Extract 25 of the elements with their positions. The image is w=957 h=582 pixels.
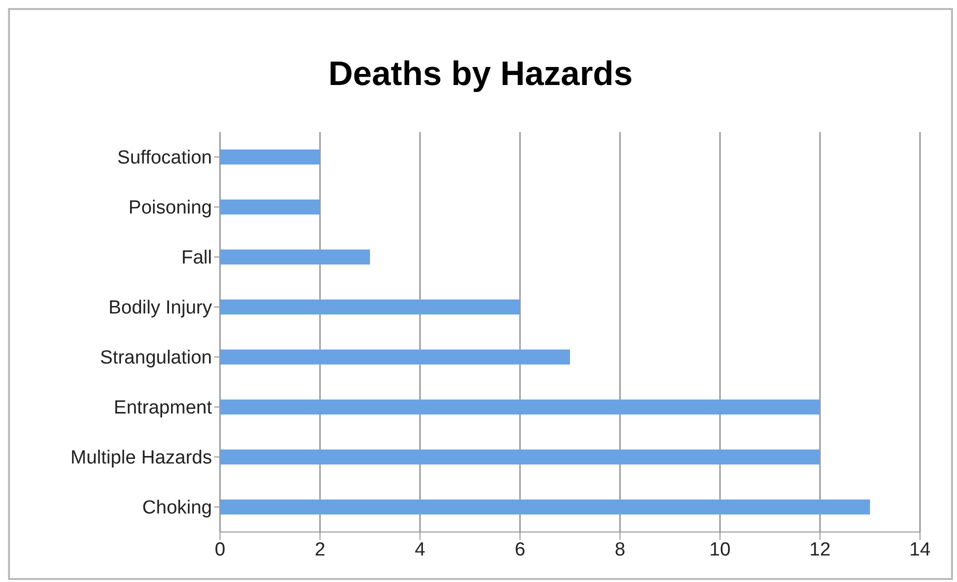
x-tick-label: 0	[214, 539, 226, 560]
y-tick-label: Choking	[142, 498, 212, 519]
bar	[220, 450, 820, 464]
bar	[220, 350, 570, 364]
bar	[220, 500, 870, 514]
bar	[220, 150, 320, 164]
bar	[220, 400, 820, 414]
y-tick-label: Fall	[181, 248, 212, 269]
bar	[220, 250, 370, 264]
x-tick-label: 10	[709, 539, 731, 560]
y-tick-label: Poisoning	[128, 198, 212, 219]
chart-title: Deaths by Hazards	[327, 55, 634, 94]
y-tick-label: Strangulation	[100, 348, 212, 369]
bar	[220, 300, 520, 314]
x-tick-label: 6	[514, 539, 526, 560]
y-tick-label: Suffocation	[117, 148, 212, 169]
x-tick-label: 14	[909, 539, 931, 560]
x-tick-label: 8	[614, 539, 626, 560]
x-tick-label: 12	[809, 539, 831, 560]
y-tick-label: Entrapment	[114, 398, 213, 419]
x-tick-label: 2	[314, 539, 326, 560]
bar	[220, 200, 320, 214]
x-tick-label: 4	[414, 539, 426, 560]
y-tick-label: Bodily Injury	[108, 298, 212, 319]
y-tick-label: Multiple Hazards	[70, 448, 212, 469]
